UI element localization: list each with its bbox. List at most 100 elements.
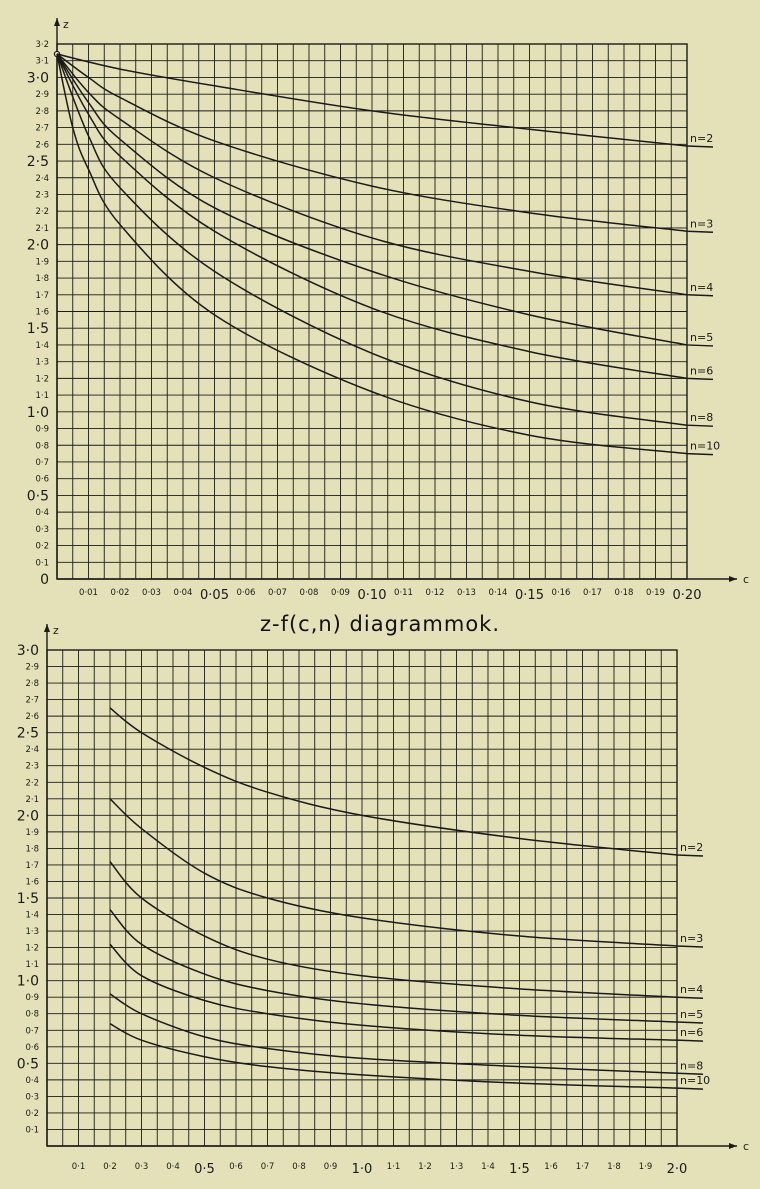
- series-label-n-10: n=10: [690, 440, 720, 453]
- x-tick-label: 0·15: [515, 588, 544, 603]
- y-tick-label: 2·8: [25, 679, 39, 689]
- x-tick-label: 0·18: [615, 588, 634, 598]
- x-tick-label: 0·5: [194, 1162, 215, 1177]
- y-tick-label: 1·8: [25, 844, 39, 854]
- y-tick-label: 3·1: [35, 57, 49, 67]
- x-tick-label: 0·08: [300, 588, 319, 598]
- x-tick-label: 0·2: [103, 1162, 117, 1172]
- y-axis-arrow: [54, 18, 60, 26]
- series-label-n-3: n=3: [690, 217, 713, 230]
- x-tick-label: 0·07: [268, 588, 287, 598]
- y-tick-label: 0·6: [25, 1043, 39, 1053]
- series-line-n-4: [109, 861, 704, 999]
- y-tick-label: 0·8: [35, 441, 49, 451]
- y-tick-label: 0·2: [25, 1109, 39, 1119]
- x-tick-label: 0·6: [229, 1162, 243, 1172]
- y-tick-label: 0·2: [35, 542, 49, 552]
- y-tick-label: 3·0: [17, 643, 39, 659]
- series-line-n-2: [109, 707, 704, 857]
- y-axis-title: z: [53, 624, 59, 637]
- series-line-n-8: [56, 53, 714, 427]
- y-tick-label: 0·8: [25, 1010, 39, 1020]
- y-tick-label: 3·0: [27, 70, 49, 86]
- x-tick-label: 0·7: [261, 1162, 275, 1172]
- x-axis-title: c: [743, 573, 749, 586]
- y-tick-label: 1·1: [25, 960, 39, 970]
- y-tick-label: 1·0: [17, 974, 39, 990]
- y-tick-label: 1·1: [35, 391, 49, 401]
- y-tick-label: 1·9: [35, 257, 49, 267]
- y-tick-label: 2·6: [25, 712, 39, 722]
- x-tick-label: 0·17: [583, 588, 602, 598]
- y-tick-label: 1·7: [35, 291, 49, 301]
- x-tick-label: 0·4: [166, 1162, 180, 1172]
- y-axis-arrow: [44, 624, 50, 632]
- y-tick-label: 2·8: [35, 107, 49, 117]
- y-tick-label: 2·0: [27, 238, 49, 254]
- y-tick-label: 1·6: [25, 877, 39, 887]
- y-tick-label: 2·4: [35, 174, 49, 184]
- y-tick-label: 1·5: [17, 891, 39, 907]
- x-tick-label: 0·12: [426, 588, 445, 598]
- x-axis-arrow: [729, 1143, 737, 1149]
- series-label-n-6: n=6: [690, 364, 713, 377]
- x-tick-label: 0·05: [200, 588, 229, 603]
- series-line-n-2: [56, 53, 714, 148]
- y-tick-label: 0·1: [25, 1125, 39, 1135]
- series-line-n-4: [56, 53, 714, 297]
- x-tick-label: 0·01: [79, 588, 98, 598]
- series-label-n-6: n=6: [680, 1026, 703, 1039]
- y-tick-label: 0·7: [25, 1026, 39, 1036]
- y-tick-label: 0·6: [35, 475, 49, 485]
- x-tick-label: 0·09: [331, 588, 350, 598]
- chart-panel-2: z c 0·1 0·2 0·3 0·4 0·5 0·6 0·7 0·8 0·9 1·0 1·1 1·2 1·…: [17, 624, 749, 1177]
- x-tick-label: 0·1: [72, 1162, 86, 1172]
- chart-panel-1: z c 0 0·1 0·2 0·3 0·4 0·5 0·6 0·7 0·8 0·9 1·0 1·1 1·2 1…: [27, 18, 749, 603]
- series-line-n-6: [56, 53, 714, 381]
- series-label-n-2: n=2: [680, 841, 703, 854]
- x-tick-label: 1·2: [418, 1162, 432, 1172]
- y-tick-label: 2·2: [25, 778, 39, 788]
- series-line-n-10: [109, 1022, 704, 1090]
- x-tick-label: 1·9: [639, 1162, 653, 1172]
- y-tick-label: 0·4: [25, 1076, 39, 1086]
- y-tick-label: 0·7: [35, 458, 49, 468]
- y-tick-label: 1·9: [25, 828, 39, 838]
- y-tick-label: 2·3: [35, 190, 49, 200]
- y-tick-label: 0·5: [17, 1056, 39, 1072]
- y-tick-label: 2·1: [35, 224, 49, 234]
- y-tick-label: 2·1: [25, 795, 39, 805]
- y-tick-label: 2·9: [25, 663, 39, 673]
- y-tick-label: 2·4: [25, 745, 39, 755]
- series-label-n-3: n=3: [680, 932, 703, 945]
- y-tick-label: 0·1: [35, 558, 49, 568]
- x-tick-label: 0·04: [174, 588, 193, 598]
- y-tick-label: 0·4: [35, 508, 49, 518]
- x-tick-label: 0·19: [646, 588, 665, 598]
- series-label-n-8: n=8: [690, 411, 713, 424]
- x-tick-label: 1·1: [387, 1162, 401, 1172]
- y-tick-label: 3·2: [35, 40, 49, 50]
- y-tick-label: 1·2: [25, 944, 39, 954]
- y-tick-label: 1·2: [35, 374, 49, 384]
- y-tick-label: 2·5: [17, 726, 39, 742]
- x-tick-label: 0·10: [358, 588, 387, 603]
- x-tick-label: 0·20: [673, 588, 702, 603]
- x-tick-label: 0·3: [135, 1162, 149, 1172]
- x-tick-label: 0·9: [324, 1162, 338, 1172]
- x-tick-label: 0·8: [292, 1162, 306, 1172]
- y-tick-label: 1·8: [35, 274, 49, 284]
- x-tick-label: 1·7: [576, 1162, 590, 1172]
- y-tick-label: 0: [40, 572, 49, 588]
- y-tick-label: 2·5: [27, 154, 49, 170]
- x-tick-label: 0·03: [142, 588, 161, 598]
- x-tick-label: 1·0: [352, 1162, 373, 1177]
- x-tick-label: 0·02: [111, 588, 130, 598]
- x-tick-label: 0·16: [552, 588, 571, 598]
- x-tick-label: 0·06: [237, 588, 256, 598]
- series-line-n-3: [56, 53, 714, 233]
- x-tick-label: 2·0: [667, 1162, 688, 1177]
- series-line-n-5: [109, 909, 704, 1024]
- series-line-n-5: [56, 53, 714, 347]
